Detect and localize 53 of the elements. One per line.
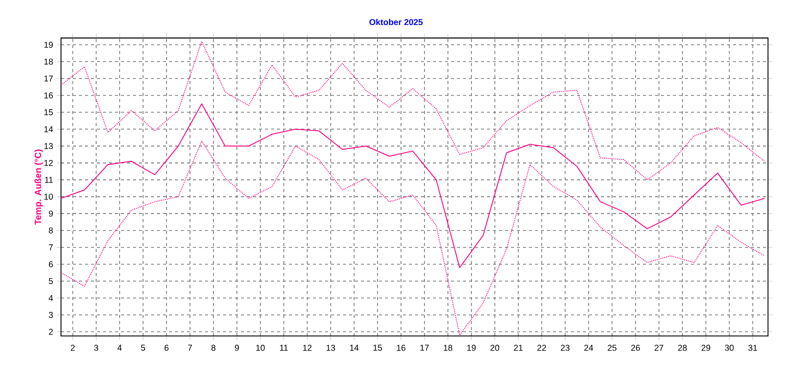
y-tick-label: 2 (48, 328, 53, 335)
x-tick-label: 15 (373, 344, 382, 351)
x-tick-label: 12 (303, 344, 312, 351)
x-tick-label: 17 (420, 344, 429, 351)
y-tick-label: 6 (48, 261, 53, 268)
x-tick-label: 24 (584, 344, 594, 351)
line-series (61, 103, 765, 268)
x-tick-label: 6 (164, 344, 169, 351)
y-tick-label: 9 (48, 210, 53, 217)
x-tick-label: 23 (560, 344, 570, 351)
line-series (61, 140, 765, 336)
x-tick-label: 2 (70, 344, 75, 351)
x-tick-label: 3 (94, 344, 98, 351)
x-tick-label: 7 (188, 344, 192, 351)
y-tick-label: 5 (48, 278, 53, 284)
x-tick-label: 29 (702, 344, 710, 351)
x-tick-label: 31 (748, 344, 758, 351)
x-tick-label: 20 (490, 344, 500, 351)
x-tick-label: 11 (280, 344, 288, 351)
x-tick-label: 16 (396, 344, 406, 351)
x-tick-label: 5 (141, 344, 146, 351)
y-tick-label: 16 (44, 92, 53, 98)
x-tick-label: 4 (117, 344, 122, 351)
x-tick-label: 19 (467, 344, 476, 351)
x-tick-label: 8 (211, 344, 216, 351)
x-tick-label: 18 (444, 344, 452, 351)
y-tick-label: 8 (48, 227, 53, 234)
y-tick-label: 17 (44, 76, 53, 82)
y-tick-label: 7 (48, 244, 53, 250)
x-tick-label: 21 (514, 344, 523, 351)
x-tick-label: 28 (678, 344, 687, 351)
chart-title: Oktober 2025 (369, 18, 423, 26)
y-tick-label: 15 (44, 109, 53, 116)
x-tick-label: 14 (350, 344, 359, 351)
x-tick-label: 30 (724, 344, 734, 351)
y-tick-label: 12 (44, 160, 53, 166)
y-tick-label: 14 (44, 126, 53, 132)
y-axis-title: Temp. Außen (°C) (34, 150, 43, 225)
x-tick-label: 25 (608, 344, 616, 351)
y-tick-label: 3 (48, 312, 53, 318)
y-tick-label: 10 (44, 194, 53, 200)
y-tick-label: 11 (45, 176, 53, 183)
line-series (61, 40, 765, 180)
y-tick-label: 19 (44, 42, 53, 48)
x-tick-label: 9 (234, 344, 239, 351)
x-tick-label: 13 (326, 344, 336, 351)
y-tick-label: 18 (44, 58, 53, 65)
y-tick-label: 4 (48, 295, 53, 301)
x-tick-label: 27 (654, 344, 664, 351)
x-tick-label: 26 (631, 344, 640, 351)
y-tick-label: 13 (44, 143, 53, 150)
x-tick-label: 10 (256, 344, 265, 351)
x-tick-label: 22 (537, 344, 546, 351)
